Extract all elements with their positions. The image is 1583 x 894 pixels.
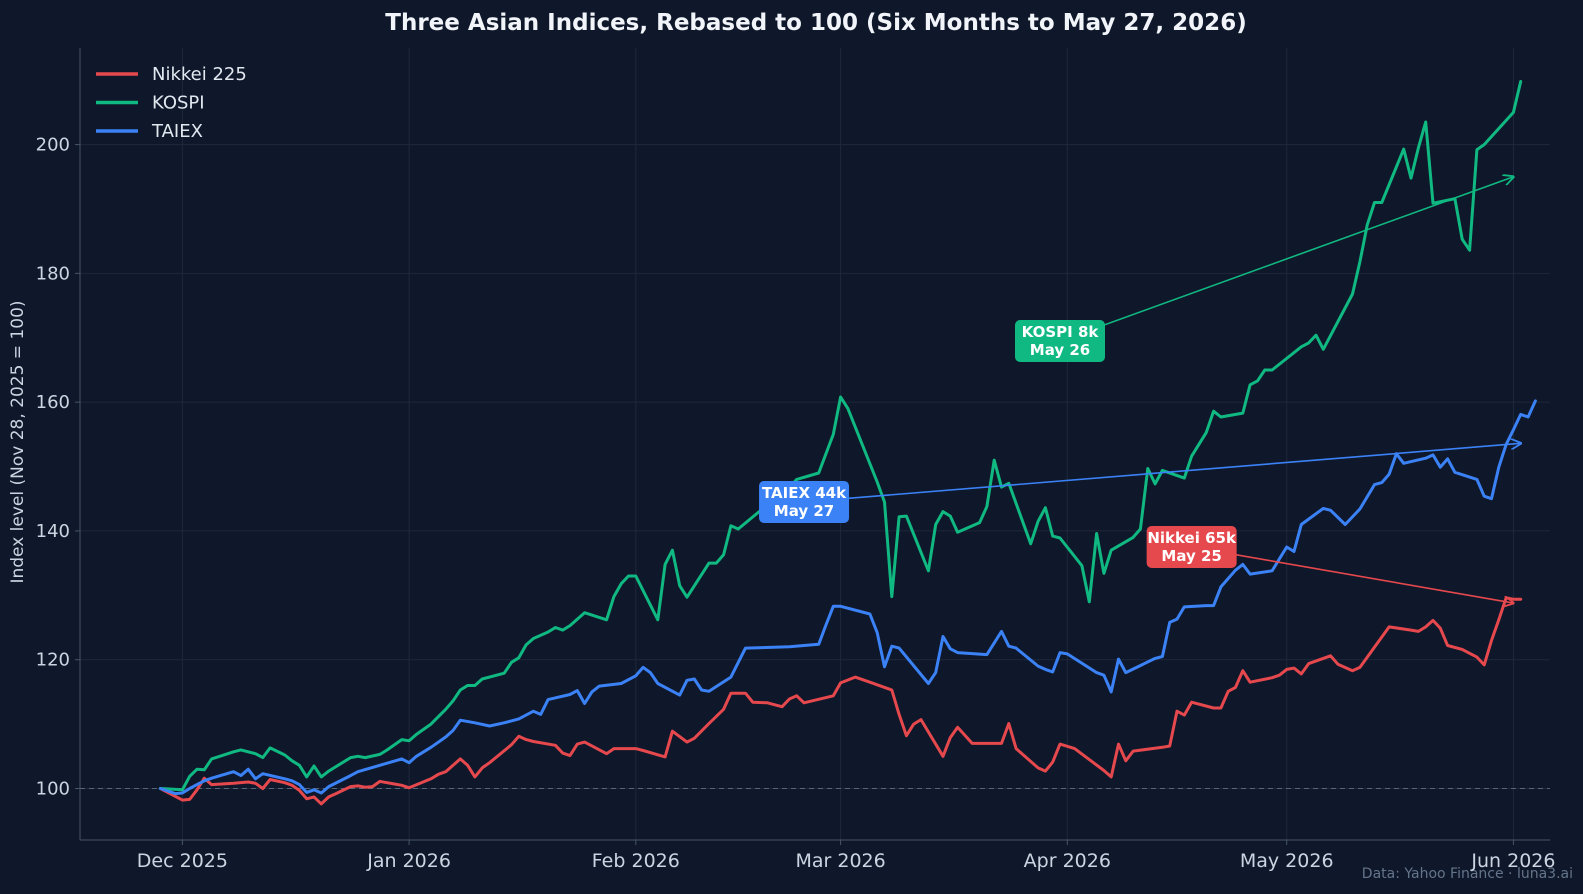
annotation-box [1015,319,1105,362]
y-axis-label: Index level (Nov 28, 2025 = 100) [8,300,28,583]
y-tick-label: 200 [36,135,70,156]
annotation-arrow [1059,177,1513,342]
series-line-nikkei-225 [158,596,1523,806]
legend-label: KOSPI [152,93,205,114]
x-tick-label: Apr 2026 [1024,850,1111,872]
annotation-box [1146,526,1237,569]
legend-label: TAIEX [151,121,203,142]
x-tick-label: May 2026 [1240,850,1334,872]
annotation-box [759,480,850,523]
y-tick-label: 180 [36,263,70,284]
annotation-label: May 27 [774,502,834,520]
chart-title: Three Asian Indices, Rebased to 100 (Six… [385,10,1246,36]
annotation-arrow [1191,546,1514,603]
x-tick-label: Feb 2026 [592,850,680,872]
y-tick-label: 100 [36,778,70,799]
legend: Nikkei 225 KOSPI TAIEX [96,64,247,142]
annotation-arrow [803,443,1521,503]
axis-layer: 100 120 140 160 180 200 Dec 2025 Jan 2026 Feb 20… [36,48,1555,872]
legend-label: Nikkei 225 [152,64,247,85]
x-tick-label: Mar 2026 [795,850,885,872]
annotation-label: Nikkei 65k [1147,529,1237,547]
x-tick-label: Dec 2025 [137,850,228,872]
annotation-label: KOSPI 8k [1022,323,1100,341]
series-line-kospi [158,80,1523,792]
series-layer [158,80,1537,806]
y-tick-label: 140 [36,521,70,542]
y-tick-label: 160 [36,392,70,413]
source-note: Data: Yahoo Finance · luna3.ai [1362,866,1573,882]
x-tick-label: Jun 2026 [1470,850,1555,872]
x-tick-label: Jan 2026 [366,850,451,872]
y-tick-label: 120 [36,650,70,671]
series-line-taiex [158,399,1537,796]
annotation-label: May 25 [1161,547,1221,565]
annotation-label: TAIEX 44k [762,484,847,502]
annotation-label: May 26 [1030,341,1090,359]
